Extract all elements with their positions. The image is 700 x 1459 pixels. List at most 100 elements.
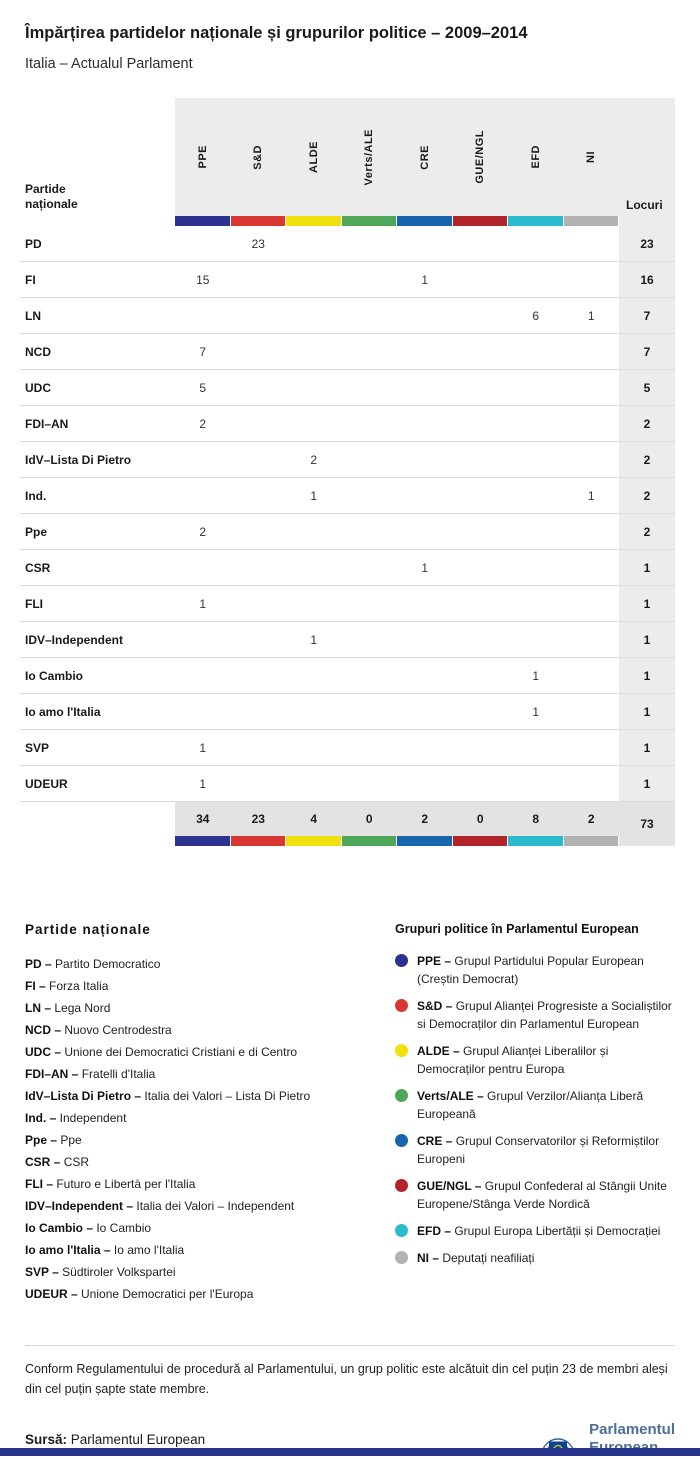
seat-count [564,586,620,621]
seat-count: 7 [199,344,207,359]
seat-count [175,550,231,585]
seat-count [286,586,342,621]
group-full-name: Grupul Europa Libertății și Democrației [454,1224,661,1238]
seat-count [564,370,620,405]
party-abbr: FDI–AN – [25,1067,82,1081]
seat-count [508,478,564,513]
group-total-seats: 0 [341,802,397,836]
seat-count [564,766,620,801]
group-color-dot [395,1251,408,1264]
group-color-bar [175,216,231,226]
seat-count [397,226,453,261]
seat-count [286,694,342,729]
party-abbr: UDEUR – [25,1287,82,1301]
seat-count [397,658,453,693]
party-name: UDC [25,380,51,395]
seat-count [397,730,453,765]
group-color-dot [395,1044,408,1057]
seat-count [508,514,564,549]
group-legend-item: GUE/NGL – Grupul Confederal al Stângii U… [395,1177,675,1213]
seat-count [342,334,398,369]
party-total-seats: 7 [619,298,675,333]
group-full-name: Grupul Conservatorilor și Reformiștilor … [417,1134,660,1166]
seat-count [286,370,342,405]
group-label: NI [585,151,598,163]
footer-bar [0,1448,700,1456]
table-row: PD 23 23 [20,226,675,262]
group-label: CRE [418,144,431,170]
group-abbr: Verts/ALE – [417,1089,488,1103]
seat-count [286,514,342,549]
party-name: SVP [25,740,50,755]
group-color-bar [175,836,231,846]
seat-count [508,766,564,801]
group-full-name: Grupul Alianței Liberalilor și Democrați… [417,1044,609,1076]
group-color-bar [397,216,453,226]
party-name: FLI [25,596,43,611]
party-legend-item: LN – Lega Nord [25,997,375,1019]
party-name: Io Cambio [25,668,84,683]
group-legend-item: CRE – Grupul Conservatorilor și Reformiș… [395,1132,675,1168]
seat-count [564,622,620,657]
party-full-name: Futuro e Libertà per l'Italia [56,1177,196,1191]
group-color-dot [395,954,408,967]
table-row: FDI–AN 2 2 [20,406,675,442]
seat-count [342,766,398,801]
seat-count [397,622,453,657]
group-abbr: ALDE – [417,1044,464,1058]
seat-count [342,730,398,765]
party-legend-item: UDC – Unione dei Democratici Cristiani e… [25,1041,375,1063]
group-legend-list: PPE – Grupul Partidului Popular European… [395,952,675,1267]
group-column-header: S&D [230,98,286,216]
seat-count [342,658,398,693]
party-abbr: FLI – [25,1177,57,1191]
group-color-bar [563,216,619,226]
group-total-seats: 2 [563,802,619,836]
seat-count: 2 [199,524,207,539]
seat-count: 5 [199,380,207,395]
party-legend-item: IdV–Lista Di Pietro – Italia dei Valori … [25,1085,375,1107]
seat-count [508,586,564,621]
table-row: Io amo l'Italia 1 1 [20,694,675,730]
seat-count: 1 [199,740,207,755]
seat-count [453,334,509,369]
seats-column-header: Locuri [619,98,675,226]
seat-count [453,586,509,621]
party-abbr: PD – [25,957,56,971]
party-total-seats: 1 [619,586,675,621]
seat-count: 1 [421,272,429,287]
party-legend-item: PD – Partito Democratico [25,953,375,975]
seat-count [231,550,287,585]
seat-count [342,550,398,585]
group-full-name: Grupul Confederal al Stângii Unite Europ… [417,1179,667,1211]
party-abbr: FI – [25,979,50,993]
seat-count: 1 [587,488,595,503]
party-full-name: Unione dei Democratici Cristiani e di Ce… [64,1045,298,1059]
group-abbr: PPE – [417,954,455,968]
group-column-header: EFD [508,98,564,216]
seat-count [564,730,620,765]
group-color-dot [395,999,408,1012]
legends: Partide naționale PD – Partito Democrati… [0,846,700,1305]
seat-count [286,406,342,441]
party-total-seats: 1 [619,766,675,801]
seat-count [231,586,287,621]
group-color-dot [395,1134,408,1147]
table-row: LN 6 1 7 [20,298,675,334]
seat-count [508,226,564,261]
group-label: EFD [529,145,542,169]
seat-count [453,262,509,297]
party-full-name: Fratelli d'Italia [81,1067,156,1081]
group-full-name: Grupul Partidului Popular European (Creș… [417,954,644,986]
table-row: UDEUR 1 1 [20,766,675,802]
party-name: IDV–Independent [25,632,124,647]
legend-political-groups: Grupuri politice în Parlamentul European… [375,922,675,1305]
seat-count [453,766,509,801]
group-total-seats: 23 [230,802,286,836]
group-total-seats: 4 [286,802,342,836]
seat-count [453,478,509,513]
seat-count [564,658,620,693]
seat-count [508,550,564,585]
seat-count [453,298,509,333]
group-legend-item: Verts/ALE – Grupul Verzilor/Alianța Libe… [395,1087,675,1123]
